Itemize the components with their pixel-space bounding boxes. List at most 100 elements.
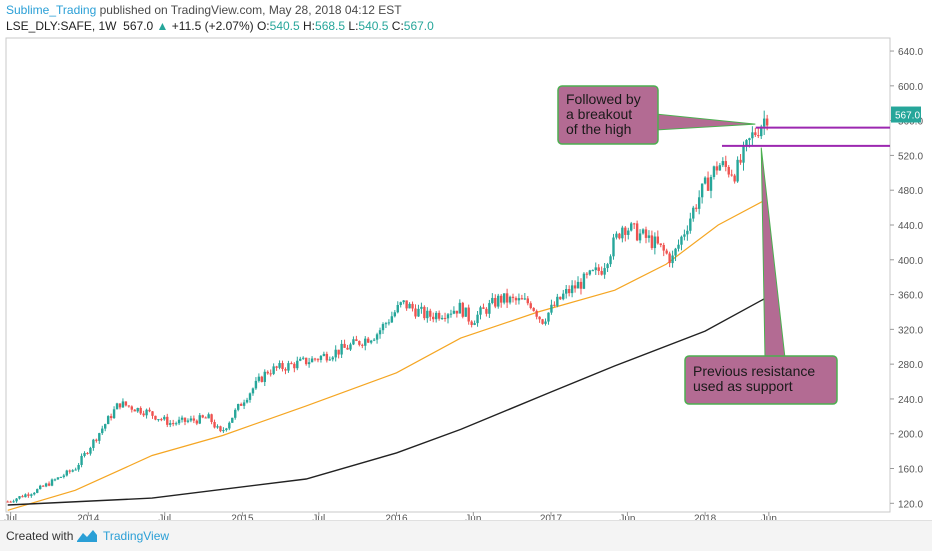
candle (248, 392, 252, 403)
candle-body (603, 268, 606, 275)
candle (160, 417, 163, 422)
candle (36, 488, 39, 494)
candle-body (331, 357, 334, 360)
close-label: C: (391, 19, 404, 33)
candle-body (307, 362, 311, 365)
candle-body (192, 418, 196, 421)
candle-body (287, 363, 290, 371)
candle-body (257, 376, 261, 381)
candle (757, 127, 760, 139)
candle-body (251, 388, 255, 394)
candle (340, 339, 343, 359)
candle (166, 413, 169, 428)
candle-body (706, 177, 710, 191)
candle-body (127, 405, 131, 407)
candle-body (343, 343, 346, 348)
candle (361, 343, 364, 349)
candle-body (452, 310, 456, 314)
candle (426, 307, 429, 323)
candle (136, 407, 139, 413)
candle (432, 312, 435, 323)
candle-body (606, 264, 609, 269)
candle-body (618, 233, 621, 239)
candle-body (547, 312, 550, 322)
candle (378, 327, 382, 339)
candle (443, 312, 447, 322)
candle-body (62, 475, 66, 477)
candle-body (674, 248, 677, 256)
y-tick-label: 200.0 (898, 430, 923, 441)
candle (523, 293, 527, 301)
candle (124, 401, 128, 407)
candle-body (322, 353, 326, 356)
candle (328, 356, 331, 361)
candle-body (228, 422, 231, 429)
candle (582, 272, 586, 290)
candle-body (529, 303, 532, 309)
candle-body (325, 353, 329, 361)
candle-body (591, 270, 595, 272)
candle-body (677, 244, 680, 249)
candles (6, 110, 769, 503)
candle-body (751, 132, 754, 139)
candle (307, 357, 311, 368)
candle (12, 499, 15, 503)
candle-body (632, 223, 636, 225)
candle-body (567, 289, 571, 294)
tradingview-link[interactable]: TradingView (103, 529, 170, 543)
candle (62, 473, 66, 479)
candle-body (588, 270, 592, 275)
y-tick-label: 320.0 (898, 325, 923, 336)
candle-body (715, 166, 719, 171)
candle-body (494, 297, 497, 307)
candle (700, 183, 704, 204)
candle (624, 226, 627, 242)
candle-body (384, 323, 388, 325)
candle-body (47, 483, 51, 486)
candle-body (169, 423, 172, 425)
candle (556, 293, 559, 308)
candle-body (556, 296, 559, 306)
candle (730, 169, 733, 177)
candle (89, 446, 92, 456)
candle-body (514, 297, 518, 301)
candle (301, 356, 305, 360)
candle-body (517, 298, 521, 301)
callout-text: Followed by (566, 91, 641, 107)
candle-body (183, 417, 187, 422)
candle-body (222, 430, 225, 432)
candle-body (414, 308, 417, 317)
candle (290, 361, 293, 365)
candle-body (142, 413, 145, 416)
candle (30, 493, 33, 498)
candle-body (89, 447, 92, 454)
candle (95, 438, 98, 443)
candle-body (375, 334, 379, 340)
candle (588, 269, 592, 276)
author-link[interactable]: Sublime_Trading (6, 3, 97, 17)
candle-body (458, 302, 462, 314)
candle (573, 280, 577, 293)
candle-body (201, 415, 204, 418)
candle-body (269, 373, 272, 375)
candle-body (24, 494, 27, 498)
candle-body (9, 501, 12, 503)
candle (499, 294, 503, 308)
candle (458, 299, 462, 314)
candle (83, 451, 86, 458)
candle-body (53, 479, 57, 481)
candle (74, 467, 77, 471)
candle-body (476, 314, 479, 324)
candle-body (18, 496, 21, 499)
y-tick-label: 240.0 (898, 395, 923, 406)
candle-body (760, 126, 763, 137)
candle-body (186, 420, 190, 422)
candle-body (697, 197, 701, 209)
candle (497, 293, 500, 309)
candle-body (609, 256, 612, 265)
price-chart[interactable]: 120.0 160.0 200.0 240.0 280.0 320.0 360.0 400.0… (0, 0, 932, 520)
candle (603, 263, 606, 279)
candle-body (92, 439, 95, 448)
candle (665, 248, 668, 255)
candle (53, 478, 57, 482)
